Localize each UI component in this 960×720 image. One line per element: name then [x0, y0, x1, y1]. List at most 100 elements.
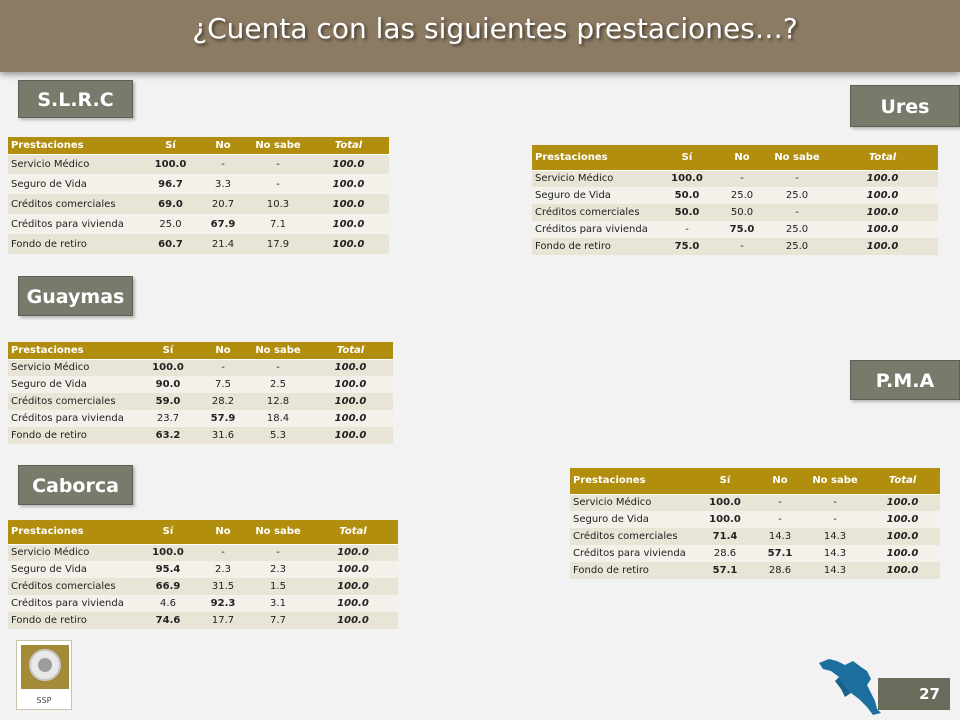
cell-no: 57.9 [198, 410, 248, 427]
column-header-nosabe: No sabe [805, 468, 865, 495]
cell-nosabe: - [805, 511, 865, 528]
cell-si: 28.6 [695, 545, 755, 562]
cell-nosabe: 17.9 [248, 234, 308, 254]
table-row: Seguro de Vida 100.0- -100.0 [570, 511, 940, 528]
cell-si: 57.1 [695, 562, 755, 579]
cell-total: 100.0 [308, 214, 389, 234]
table-row: Fondo de retiro 60.7 21.4 17.9 100.0 [8, 234, 389, 254]
table-row: Servicio Médico 100.0- -100.0 [8, 544, 398, 561]
cell-name: Créditos para vivienda [532, 221, 657, 238]
cell-name: Servicio Médico [8, 154, 143, 174]
cell-nosabe: 7.7 [248, 612, 308, 629]
column-header-nosabe: No sabe [248, 342, 308, 360]
cell-no: - [755, 511, 805, 528]
cell-total: 100.0 [308, 544, 398, 561]
cell-no: 50.0 [717, 204, 767, 221]
table-row: Servicio Médico 100.0- -100.0 [8, 359, 393, 376]
table-row: Seguro de Vida 96.7 3.3-100.0 [8, 174, 389, 194]
cell-total: 100.0 [308, 595, 398, 612]
cell-name: Seguro de Vida [8, 376, 138, 393]
logo-emblem [21, 645, 69, 689]
column-header-total: Total [308, 137, 389, 155]
table-row: Servicio Médico 100.0- -100.0 [570, 494, 940, 511]
table-row: Servicio Médico 100.0- -100.0 [8, 154, 389, 174]
cell-nosabe: - [767, 204, 827, 221]
table-row: Créditos comerciales 69.0 20.7 10.3 100.0 [8, 194, 389, 214]
cell-nosabe: 18.4 [248, 410, 308, 427]
cell-total: 100.0 [865, 562, 940, 579]
cell-si: 74.6 [138, 612, 198, 629]
cell-name: Créditos comerciales [8, 393, 138, 410]
cell-si: 100.0 [657, 170, 717, 187]
table-row: Créditos comerciales 71.4 14.3 14.3 100.0 [570, 528, 940, 545]
cell-name: Créditos para vivienda [8, 410, 138, 427]
region-label-ures: Ures [850, 85, 960, 127]
guaymas-table: Prestaciones Sí No No sabe Total Servicio Mé… [8, 342, 393, 444]
cell-name: Créditos para vivienda [8, 595, 138, 612]
cell-name: Créditos para vivienda [8, 214, 143, 234]
cell-name: Créditos comerciales [532, 204, 657, 221]
cell-total: 100.0 [308, 194, 389, 214]
cell-name: Fondo de retiro [570, 562, 695, 579]
cell-si: 4.6 [138, 595, 198, 612]
cell-nosabe: 3.1 [248, 595, 308, 612]
cell-si: 71.4 [695, 528, 755, 545]
cell-name: Servicio Médico [570, 494, 695, 511]
cell-nosabe: - [248, 174, 308, 194]
cell-total: 100.0 [308, 393, 393, 410]
cell-name: Fondo de retiro [8, 427, 138, 444]
cell-nosabe: 1.5 [248, 578, 308, 595]
cell-nosabe: - [805, 494, 865, 511]
cell-total: 100.0 [308, 410, 393, 427]
cell-total: 100.0 [308, 234, 389, 254]
cell-name: Créditos para vivienda [570, 545, 695, 562]
table-row: Fondo de retiro 74.6 17.7 7.7 100.0 [8, 612, 398, 629]
slrc-table: Prestaciones Sí No No sabe Total Servicio Mé… [8, 137, 389, 254]
table-row: Créditos para vivienda -75.0 25.0 100.0 [532, 221, 938, 238]
cell-si: 66.9 [138, 578, 198, 595]
cell-si: 100.0 [143, 154, 198, 174]
cell-no: - [198, 544, 248, 561]
cell-no: 31.5 [198, 578, 248, 595]
cell-si: 100.0 [138, 359, 198, 376]
cell-no: 2.3 [198, 561, 248, 578]
cell-name: Servicio Médico [8, 544, 138, 561]
table-row: Fondo de retiro 57.1 28.6 14.3 100.0 [570, 562, 940, 579]
column-header-no: No [717, 145, 767, 171]
cell-no: 75.0 [717, 221, 767, 238]
table-row: Créditos comerciales 66.9 31.5 1.5 100.0 [8, 578, 398, 595]
column-header-no: No [198, 137, 248, 155]
table-row: Créditos para vivienda 28.6 57.1 14.3 100.0 [570, 545, 940, 562]
cell-si: 69.0 [143, 194, 198, 214]
cell-si: 60.7 [143, 234, 198, 254]
column-header-nosabe: No sabe [248, 137, 308, 155]
cell-total: 100.0 [827, 204, 938, 221]
cell-nosabe: 2.5 [248, 376, 308, 393]
cell-total: 100.0 [865, 528, 940, 545]
column-header-no: No [198, 342, 248, 360]
cell-name: Seguro de Vida [570, 511, 695, 528]
cell-nosabe: - [767, 170, 827, 187]
cell-no: 25.0 [717, 187, 767, 204]
cell-no: 21.4 [198, 234, 248, 254]
cell-total: 100.0 [308, 612, 398, 629]
table-row: Créditos para vivienda 23.7 57.9 18.4 100.0 [8, 410, 393, 427]
cell-si: 23.7 [138, 410, 198, 427]
cell-no: - [198, 359, 248, 376]
column-header-si: Sí [138, 520, 198, 545]
cell-name: Créditos comerciales [8, 194, 143, 214]
cell-name: Créditos comerciales [570, 528, 695, 545]
cell-no: 31.6 [198, 427, 248, 444]
cell-name: Servicio Médico [532, 170, 657, 187]
table-row: Créditos comerciales 50.0 50.0-100.0 [532, 204, 938, 221]
seal-icon [29, 649, 61, 681]
cell-name: Fondo de retiro [532, 238, 657, 255]
cell-total: 100.0 [827, 221, 938, 238]
page-number: 27 [878, 678, 950, 710]
column-header-total: Total [865, 468, 940, 495]
table-row: Créditos para vivienda 25.0 67.9 7.1 100.0 [8, 214, 389, 234]
cell-no: 20.7 [198, 194, 248, 214]
cell-nosabe: 12.8 [248, 393, 308, 410]
cell-name: Seguro de Vida [532, 187, 657, 204]
column-header-no: No [755, 468, 805, 495]
